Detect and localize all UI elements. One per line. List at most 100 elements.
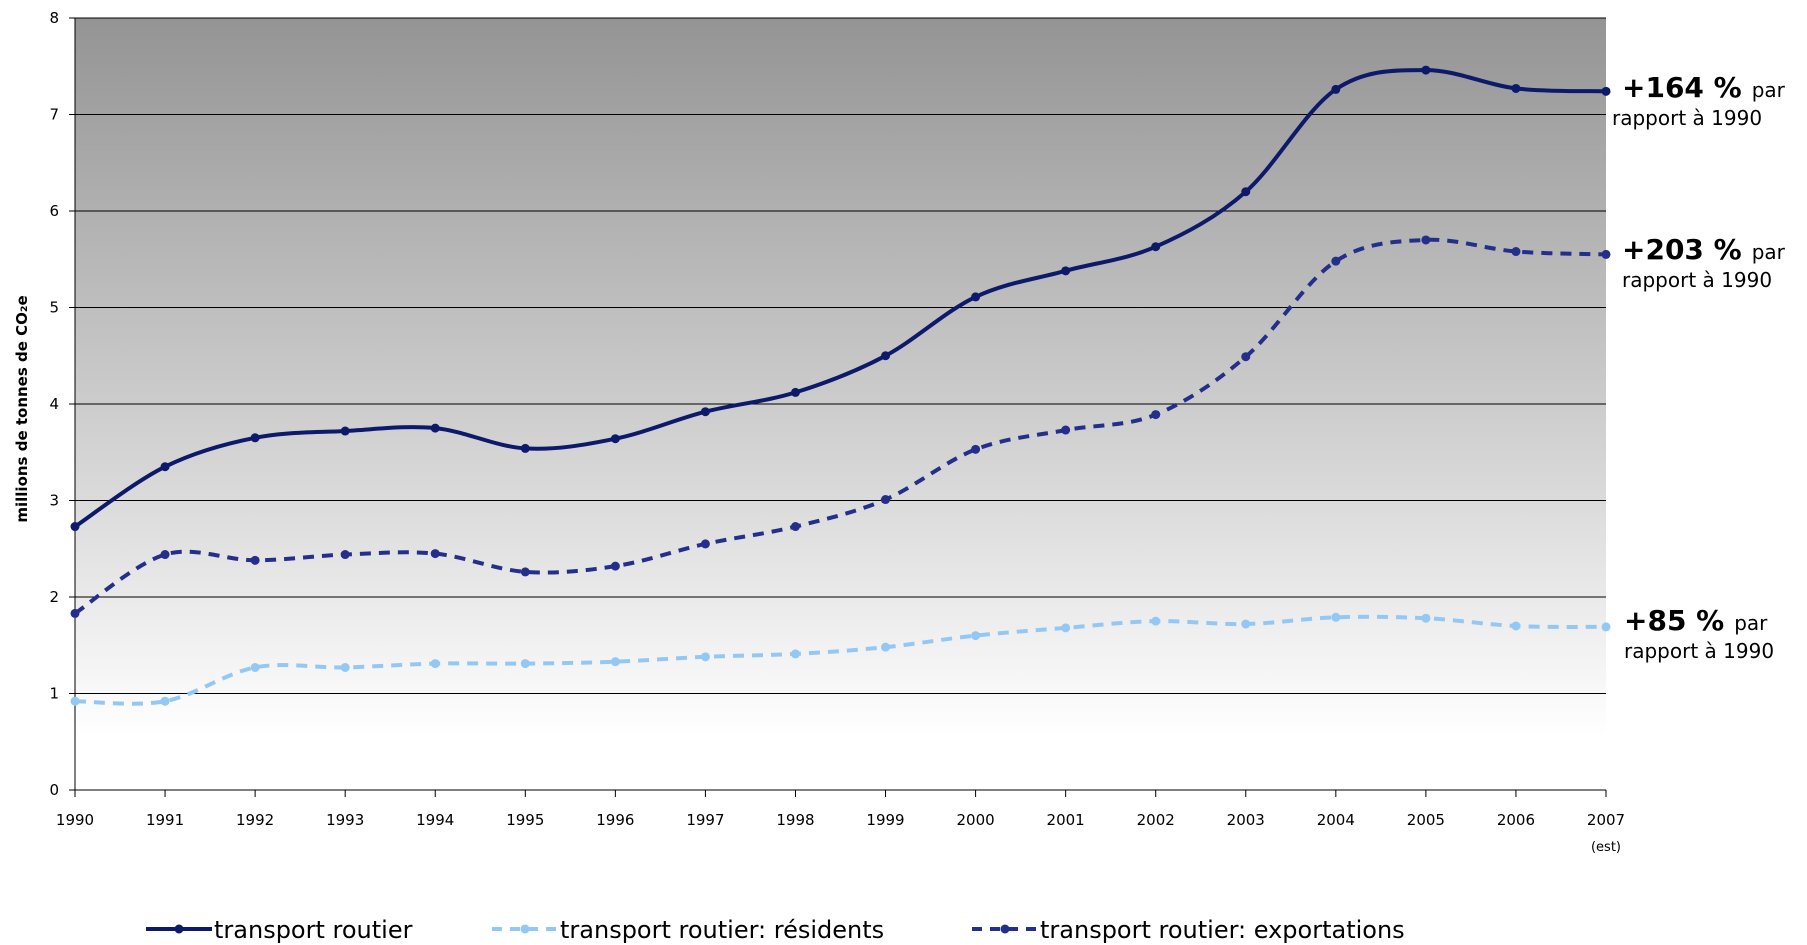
data-point-route [1601,86,1611,96]
data-point-exportations [790,522,800,532]
data-point-exportations [250,555,260,565]
svg-text:+85 %par: +85 % par [1624,604,1768,637]
y-tick-label: 4 [49,395,59,413]
data-point-route [520,443,530,453]
x-tick-label: 2000 [956,811,994,829]
data-point-exportations [1421,235,1431,245]
annotation-route-pct: +164 % [1622,71,1742,104]
data-point-route [1061,266,1071,276]
data-point-route [610,434,620,444]
data-point-residents [1421,613,1431,623]
data-point-route [70,522,80,532]
annotation-route-par: par [1752,78,1786,102]
data-point-route [430,423,440,433]
data-point-exportations [520,567,530,577]
y-axis-label: millions de tonnes de CO₂e [13,295,31,522]
data-point-exportations [1241,352,1251,362]
data-point-residents [340,662,350,672]
data-point-route [790,387,800,397]
data-point-residents [430,659,440,669]
x-tick-label: 1994 [416,811,454,829]
data-point-residents [1241,619,1251,629]
legend-marker-route [174,924,184,934]
data-point-route [700,407,710,417]
data-point-exportations [700,539,710,549]
legend: transport routier transport routier: rés… [146,916,1405,944]
annotation-exportations-line2: rapport à 1990 [1622,268,1772,292]
x-tick-label: 2003 [1227,811,1265,829]
data-point-residents [971,631,981,641]
legend-item-residents: transport routier: résidents [492,916,884,944]
data-point-residents [520,659,530,669]
data-point-exportations [1061,425,1071,435]
y-tick-label: 2 [49,588,59,606]
data-point-residents [610,657,620,667]
annotation-exportations-pct: +203 % [1622,233,1742,266]
svg-text:+203 %par: +203 % par [1622,233,1786,266]
svg-text:+164 %par: +164 % par [1622,71,1786,104]
y-tick-label: 0 [49,781,59,799]
annotation-exportations: +203 % par rapport à 1990 [1622,233,1786,292]
x-tick-label: 1998 [776,811,814,829]
data-point-exportations [610,561,620,571]
annotation-residents-line2: rapport à 1990 [1624,639,1774,663]
data-point-route [340,426,350,436]
x-tick-label: 2001 [1047,811,1085,829]
x-tick-label: 1999 [866,811,904,829]
x-tick-label: 1991 [146,811,184,829]
annotation-residents-par: par [1734,611,1768,635]
series-line-residents [74,614,1607,706]
data-point-residents [250,662,260,672]
x-tick-label: 1997 [686,811,724,829]
data-point-exportations [1331,256,1341,266]
y-tick-label: 6 [49,202,59,220]
data-point-residents [160,696,170,706]
data-point-exportations [881,495,891,505]
y-tick-label: 3 [49,492,59,510]
data-point-route [1331,84,1341,94]
legend-label-route: transport routier [214,916,413,944]
x-tick-label: 2006 [1497,811,1535,829]
data-point-exportations [1151,410,1161,420]
legend-marker-exportations [1000,924,1010,934]
x-tick-label: 1993 [326,811,364,829]
data-point-residents [1061,623,1071,633]
y-tick-label: 5 [49,299,59,317]
x-tick-label: 1992 [236,811,274,829]
data-point-exportations [1511,247,1521,257]
data-point-route [160,462,170,472]
y-tick-labels: 0 1 2 3 4 5 6 7 8 [49,9,75,799]
data-point-residents [881,642,891,652]
gridlines [75,17,1606,694]
x-tick-label: 1996 [596,811,634,829]
data-point-residents [790,649,800,659]
legend-label-exportations: transport routier: exportations [1040,916,1405,944]
legend-item-route: transport routier [146,916,413,944]
data-point-route [1511,83,1521,93]
data-point-residents [70,696,80,706]
data-point-exportations [1601,249,1611,259]
data-point-exportations [160,550,170,560]
y-tick-label: 1 [49,685,59,703]
data-point-exportations [70,608,80,618]
data-point-residents [1151,616,1161,626]
data-point-route [250,433,260,443]
data-point-route [971,292,981,302]
data-point-residents [1331,612,1341,622]
data-point-exportations [971,444,981,454]
data-point-exportations [340,550,350,560]
y-tick-label: 8 [49,9,59,27]
data-point-route [1241,187,1251,197]
legend-item-exportations: transport routier: exportations [972,916,1405,944]
data-point-residents [1511,621,1521,631]
x-tick-label: 1990 [56,811,94,829]
x-tick-label: 2004 [1317,811,1355,829]
annotation-route: +164 % par rapport à 1990 [1612,71,1786,130]
x-tick-label: 2002 [1137,811,1175,829]
x-tick-label: 1995 [506,811,544,829]
x-tick-label: 2007 [1587,811,1625,829]
data-point-route [1151,242,1161,252]
legend-label-residents: transport routier: résidents [560,916,884,944]
annotation-residents-pct: +85 % [1624,604,1724,637]
